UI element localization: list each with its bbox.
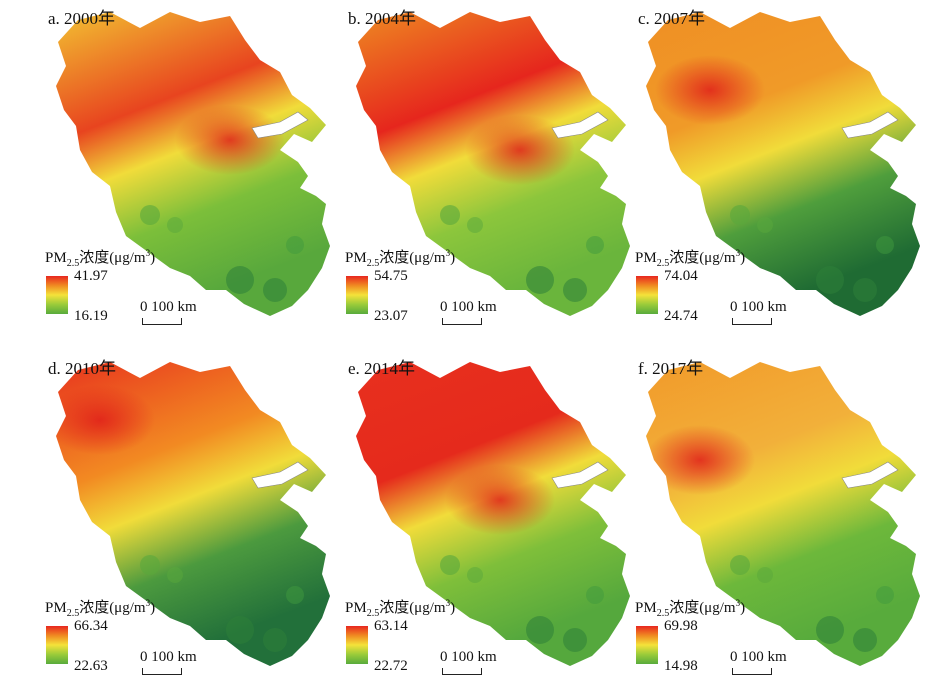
legend-title: PM2.5浓度(μg/m3) — [345, 598, 456, 619]
scale-bar-label: 0 100 km — [440, 299, 497, 315]
legend-color-bar — [46, 276, 68, 314]
scale-bar-label: 0 100 km — [140, 649, 197, 665]
scale-bar-label: 0 100 km — [440, 649, 497, 665]
river-estuary — [841, 461, 899, 489]
scale-bar — [142, 318, 182, 325]
river-estuary — [251, 461, 309, 489]
map-panel: f. 2017年 PM2.5浓度(μg/m3) 69.98 14.98 0 10… — [620, 350, 920, 690]
scale-bar — [142, 668, 182, 675]
legend-min-value: 22.63 — [74, 658, 108, 674]
map-panel: c. 2007年 PM2.5浓度(μg/m3) 74.04 24.74 0 10… — [620, 0, 920, 340]
legend-title: PM2.5浓度(μg/m3) — [635, 598, 746, 619]
legend-min-value: 14.98 — [664, 658, 698, 674]
scale-bar — [442, 668, 482, 675]
scale-bar — [732, 318, 772, 325]
scale-bar-label: 0 100 km — [730, 299, 787, 315]
pm25-map — [356, 12, 630, 316]
legend-color-bar — [346, 626, 368, 664]
scale-bar-label: 0 100 km — [730, 649, 787, 665]
pm25-map — [56, 362, 330, 666]
panel-title: c. 2007年 — [638, 9, 706, 28]
map-panel: b. 2004年 PM2.5浓度(μg/m3) 54.75 23.07 0 10… — [330, 0, 630, 340]
legend-max-value: 54.75 — [374, 268, 408, 284]
panel-title: a. 2000年 — [48, 9, 116, 28]
legend-color-bar — [346, 276, 368, 314]
legend-max-value: 74.04 — [664, 268, 698, 284]
pm25-map — [356, 362, 630, 666]
scale-bar — [442, 318, 482, 325]
legend-title: PM2.5浓度(μg/m3) — [45, 248, 156, 269]
legend-color-bar — [636, 626, 658, 664]
scale-bar-label: 0 100 km — [140, 299, 197, 315]
legend-title: PM2.5浓度(μg/m3) — [45, 598, 156, 619]
pm25-map — [56, 12, 330, 316]
map-panel: e. 2014年 PM2.5浓度(μg/m3) 63.14 22.72 0 10… — [330, 350, 630, 690]
map-panel: a. 2000年 PM2.5浓度(μg/m3) 41.97 16.19 0 10… — [30, 0, 330, 340]
legend-min-value: 24.74 — [664, 308, 698, 324]
river-estuary — [841, 111, 899, 139]
legend-color-bar — [46, 626, 68, 664]
pm25-map — [646, 12, 920, 316]
river-estuary — [551, 461, 609, 489]
legend-max-value: 63.14 — [374, 618, 408, 634]
legend-title: PM2.5浓度(μg/m3) — [345, 248, 456, 269]
legend-min-value: 22.72 — [374, 658, 408, 674]
legend-max-value: 41.97 — [74, 268, 108, 284]
panel-title: f. 2017年 — [638, 359, 704, 378]
river-estuary — [551, 111, 609, 139]
panel-title: d. 2010年 — [48, 359, 116, 378]
map-panel: d. 2010年 PM2.5浓度(μg/m3) 66.34 22.63 0 10… — [30, 350, 330, 690]
legend-min-value: 23.07 — [374, 308, 408, 324]
legend-color-bar — [636, 276, 658, 314]
pm25-map — [646, 362, 920, 666]
panel-title: e. 2014年 — [348, 359, 416, 378]
river-estuary — [251, 111, 309, 139]
panel-title: b. 2004年 — [348, 9, 416, 28]
legend-title: PM2.5浓度(μg/m3) — [635, 248, 746, 269]
scale-bar — [732, 668, 772, 675]
legend-max-value: 69.98 — [664, 618, 698, 634]
legend-max-value: 66.34 — [74, 618, 108, 634]
legend-min-value: 16.19 — [74, 308, 108, 324]
